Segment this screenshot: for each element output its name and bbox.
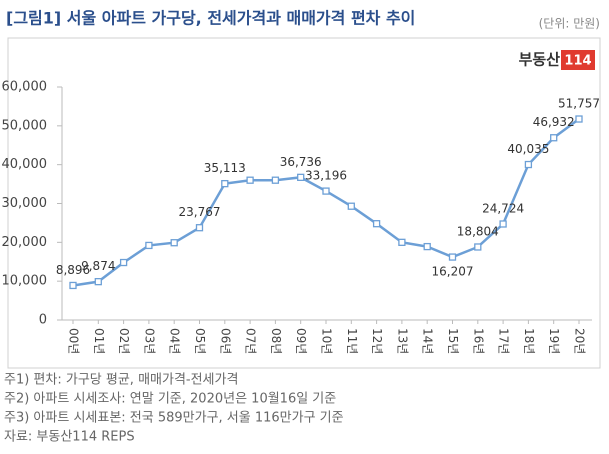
point-marker — [524, 160, 533, 169]
y-tick-label: 10,000 — [2, 274, 48, 289]
x-tick-label: 19년 — [547, 328, 561, 354]
value-label: 23,767 — [179, 205, 221, 219]
x-tick-label: 11년 — [345, 328, 359, 354]
note: 주3) 아파트 시세표본: 전국 589만가구, 서울 116만가구 기준 — [4, 411, 344, 426]
point-marker — [221, 179, 229, 188]
point-marker — [499, 220, 507, 228]
x-tick-label: 17년 — [497, 328, 511, 354]
point-marker — [398, 238, 406, 246]
y-tick-label: 40,000 — [2, 157, 48, 172]
point-marker — [448, 253, 457, 261]
x-tick-label: 00년 — [67, 328, 81, 354]
x-tick-label: 15년 — [446, 328, 460, 354]
x-tick-label: 08년 — [269, 328, 283, 354]
point-marker — [119, 258, 128, 267]
logo-text: 부동산 — [519, 51, 561, 69]
note: 주1) 편차: 가구당 평균, 매매가격-전세가격 — [4, 373, 238, 388]
x-tick-label: 10년 — [320, 328, 334, 354]
y-tick-label: 60,000 — [2, 80, 48, 95]
point-marker — [347, 202, 355, 210]
value-label: 40,035 — [507, 142, 549, 156]
y-tick-label: 50,000 — [2, 118, 48, 133]
point-marker — [322, 187, 330, 195]
point-marker — [94, 278, 102, 286]
x-tick-label: 05년 — [193, 328, 207, 354]
value-label: 9,874 — [81, 259, 115, 273]
point-marker — [372, 220, 381, 228]
point-marker — [145, 241, 153, 250]
point-marker — [474, 243, 482, 251]
x-tick-label: 13년 — [395, 328, 409, 354]
note: 자료: 부동산114 REPS — [4, 430, 135, 445]
value-label: 24,724 — [482, 201, 524, 215]
x-tick-label: 14년 — [421, 328, 435, 354]
point-marker — [170, 239, 178, 247]
logo-number: 114 — [564, 54, 591, 69]
x-tick-label: 07년 — [244, 328, 258, 354]
plot-frame — [7, 37, 601, 369]
unit-label: (단위: 만원) — [539, 17, 600, 31]
point-marker — [195, 224, 204, 232]
point-marker — [550, 134, 558, 142]
x-tick-label: 04년 — [168, 328, 182, 354]
value-label: 18,804 — [457, 224, 499, 238]
x-tick-label: 20년 — [573, 328, 587, 354]
point-marker — [271, 176, 280, 184]
x-tick-label: 18년 — [522, 328, 536, 354]
y-tick-label: 0 — [39, 313, 47, 328]
x-tick-label: 16년 — [471, 328, 485, 354]
x-tick-label: 02년 — [117, 328, 131, 354]
value-label: 46,932 — [533, 115, 575, 129]
value-label: 51,757 — [558, 97, 600, 111]
x-tick-label: 06년 — [218, 328, 232, 354]
y-tick-label: 20,000 — [2, 235, 48, 250]
point-marker — [575, 115, 583, 123]
value-label: 36,736 — [280, 155, 322, 169]
point-marker — [246, 176, 254, 184]
x-tick-label: 03년 — [142, 328, 156, 354]
logo-box — [561, 50, 595, 70]
chart-title: [그림1] 서울 아파트 가구당, 전세가격과 매매가격 편차 추이 — [6, 9, 415, 28]
point-marker — [423, 242, 431, 251]
value-label: 16,207 — [432, 265, 474, 279]
y-tick-label: 30,000 — [2, 196, 48, 211]
x-tick-label: 01년 — [92, 328, 106, 354]
notes: 주1) 편차: 가구당 평균, 매매가격-전세가격 주2) 아파트 시세조사: … — [4, 373, 344, 445]
x-tick-label: 09년 — [294, 328, 308, 354]
note: 주2) 아파트 시세조사: 연말 기준, 2020년은 10월16일 기준 — [4, 392, 336, 407]
point-marker — [69, 281, 77, 290]
point-marker — [297, 173, 305, 181]
x-tick-label: 12년 — [370, 328, 384, 354]
value-label: 8,896 — [56, 263, 90, 277]
value-label: 33,196 — [305, 169, 347, 183]
value-label: 35,113 — [204, 161, 246, 175]
